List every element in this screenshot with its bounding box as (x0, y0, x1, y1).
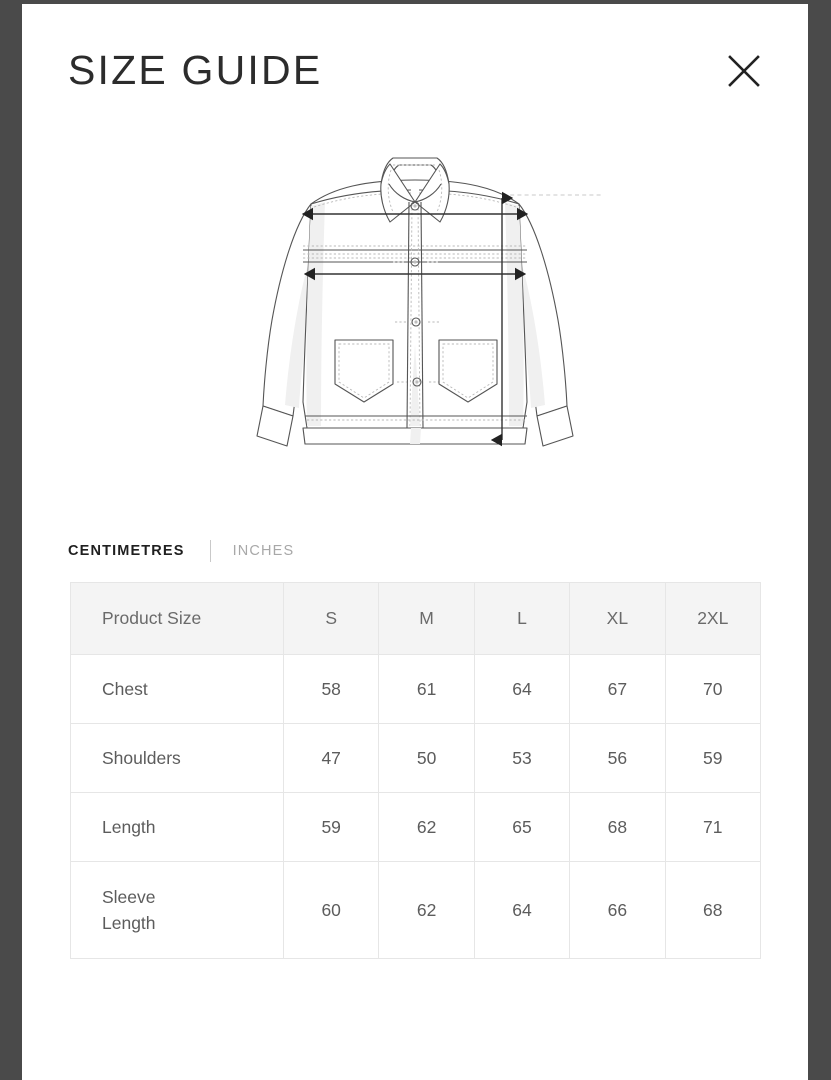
cell-sleeve-length-l: 64 (473, 861, 571, 959)
modal-header: SIZE GUIDE (22, 4, 808, 134)
close-button[interactable] (724, 51, 764, 91)
unit-tab-inches[interactable]: INCHES (233, 536, 295, 566)
cell-shoulders-s: 47 (282, 723, 380, 793)
row-label-shoulders: Shoulders (70, 723, 284, 793)
row-label-sleeve-length: Sleeve Length (70, 861, 284, 959)
column-header-s: S (282, 582, 380, 655)
column-header-2xl: 2XL (664, 582, 761, 655)
unit-divider (209, 540, 211, 562)
close-icon (724, 51, 764, 91)
row-label-length: Length (70, 792, 284, 862)
cell-chest-2xl: 70 (664, 654, 761, 724)
cell-chest-l: 64 (473, 654, 571, 724)
illustration-container: .ln { fill:none; stroke:#555555; stroke-… (22, 144, 808, 484)
cell-shoulders-xl: 56 (569, 723, 666, 793)
cell-sleeve-length-s: 60 (282, 861, 380, 959)
table-header-row: Product Size S M L XL 2XL (70, 582, 761, 655)
cell-shoulders-l: 53 (473, 723, 571, 793)
size-chart-table: Product Size S M L XL 2XL Chest 58 61 64… (70, 582, 761, 959)
cell-length-xl: 68 (569, 792, 666, 862)
page-title: SIZE GUIDE (68, 47, 323, 93)
column-header-m: M (378, 582, 475, 655)
table-row: Chest 58 61 64 67 70 (70, 654, 761, 724)
cell-sleeve-length-m: 62 (378, 861, 475, 959)
cell-length-m: 62 (378, 792, 475, 862)
cell-length-2xl: 71 (664, 792, 761, 862)
cell-shoulders-m: 50 (378, 723, 475, 793)
column-header-xl: XL (569, 582, 666, 655)
cell-sleeve-length-xl: 66 (569, 861, 666, 959)
size-guide-modal: SIZE GUIDE .ln { fill:none; stroke:#5555… (22, 4, 808, 1080)
cell-length-s: 59 (282, 792, 380, 862)
table-row: Shoulders 47 50 53 56 59 (70, 723, 761, 793)
cell-shoulders-2xl: 59 (664, 723, 761, 793)
unit-toggle: CENTIMETRES INCHES (68, 536, 294, 566)
unit-tab-centimetres[interactable]: CENTIMETRES (68, 536, 185, 566)
column-header-product-size: Product Size (70, 582, 284, 655)
row-label-chest: Chest (70, 654, 284, 724)
cell-chest-xl: 67 (569, 654, 666, 724)
table-row: Length 59 62 65 68 71 (70, 792, 761, 862)
jacket-technical-drawing: .ln { fill:none; stroke:#555555; stroke-… (22, 144, 808, 474)
cell-chest-m: 61 (378, 654, 475, 724)
column-header-l: L (473, 582, 571, 655)
cell-length-l: 65 (473, 792, 571, 862)
cell-sleeve-length-2xl: 68 (664, 861, 761, 959)
table-row: Sleeve Length 60 62 64 66 68 (70, 861, 761, 959)
cell-chest-s: 58 (282, 654, 380, 724)
